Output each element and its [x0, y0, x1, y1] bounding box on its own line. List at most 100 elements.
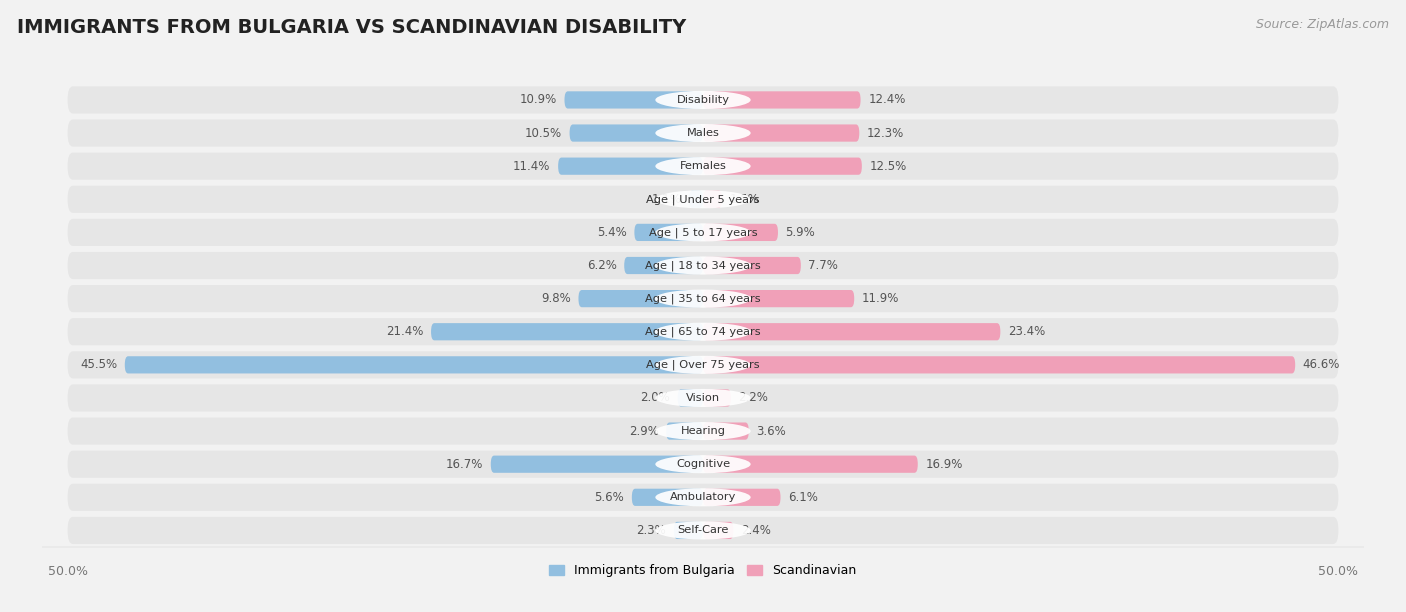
Text: 21.4%: 21.4% [387, 325, 423, 338]
FancyBboxPatch shape [703, 323, 1001, 340]
Ellipse shape [655, 91, 751, 109]
Text: Self-Care: Self-Care [678, 526, 728, 536]
Ellipse shape [655, 356, 751, 374]
Text: 12.3%: 12.3% [868, 127, 904, 140]
Text: Age | 35 to 64 years: Age | 35 to 64 years [645, 293, 761, 304]
FancyBboxPatch shape [703, 191, 723, 208]
Text: Age | 18 to 34 years: Age | 18 to 34 years [645, 260, 761, 271]
FancyBboxPatch shape [67, 450, 1339, 478]
Text: 46.6%: 46.6% [1303, 359, 1340, 371]
FancyBboxPatch shape [578, 290, 703, 307]
FancyBboxPatch shape [67, 318, 1339, 345]
FancyBboxPatch shape [703, 257, 801, 274]
Text: 11.9%: 11.9% [862, 292, 900, 305]
FancyBboxPatch shape [689, 191, 703, 208]
Text: 9.8%: 9.8% [541, 292, 571, 305]
Legend: Immigrants from Bulgaria, Scandinavian: Immigrants from Bulgaria, Scandinavian [544, 559, 862, 582]
Ellipse shape [655, 256, 751, 275]
FancyBboxPatch shape [67, 483, 1339, 511]
FancyBboxPatch shape [703, 489, 780, 506]
Text: Age | 65 to 74 years: Age | 65 to 74 years [645, 326, 761, 337]
Ellipse shape [655, 455, 751, 473]
Text: 5.6%: 5.6% [595, 491, 624, 504]
Text: 2.0%: 2.0% [640, 392, 669, 405]
FancyBboxPatch shape [631, 489, 703, 506]
Ellipse shape [655, 488, 751, 506]
Text: 7.7%: 7.7% [808, 259, 838, 272]
Text: 12.4%: 12.4% [868, 94, 905, 106]
Text: Males: Males [686, 128, 720, 138]
FancyBboxPatch shape [666, 422, 703, 439]
FancyBboxPatch shape [703, 455, 918, 473]
Text: IMMIGRANTS FROM BULGARIA VS SCANDINAVIAN DISABILITY: IMMIGRANTS FROM BULGARIA VS SCANDINAVIAN… [17, 18, 686, 37]
Text: 1.1%: 1.1% [651, 193, 682, 206]
Text: Vision: Vision [686, 393, 720, 403]
FancyBboxPatch shape [67, 86, 1339, 113]
Text: 6.1%: 6.1% [789, 491, 818, 504]
Text: 5.4%: 5.4% [598, 226, 627, 239]
FancyBboxPatch shape [491, 455, 703, 473]
Ellipse shape [655, 124, 751, 142]
FancyBboxPatch shape [67, 517, 1339, 544]
Text: 2.4%: 2.4% [741, 524, 770, 537]
Ellipse shape [655, 223, 751, 241]
Ellipse shape [655, 157, 751, 175]
FancyBboxPatch shape [703, 389, 731, 406]
Text: 11.4%: 11.4% [513, 160, 551, 173]
FancyBboxPatch shape [564, 91, 703, 108]
Text: 10.9%: 10.9% [520, 94, 557, 106]
FancyBboxPatch shape [703, 356, 1295, 373]
FancyBboxPatch shape [67, 219, 1339, 246]
FancyBboxPatch shape [67, 285, 1339, 312]
Text: 1.5%: 1.5% [730, 193, 759, 206]
Text: 23.4%: 23.4% [1008, 325, 1045, 338]
FancyBboxPatch shape [67, 384, 1339, 411]
FancyBboxPatch shape [67, 119, 1339, 147]
FancyBboxPatch shape [67, 185, 1339, 213]
FancyBboxPatch shape [703, 290, 855, 307]
Ellipse shape [655, 521, 751, 539]
Text: 10.5%: 10.5% [524, 127, 562, 140]
FancyBboxPatch shape [558, 157, 703, 175]
Text: Hearing: Hearing [681, 426, 725, 436]
Ellipse shape [655, 289, 751, 308]
FancyBboxPatch shape [67, 252, 1339, 279]
FancyBboxPatch shape [703, 124, 859, 141]
Ellipse shape [655, 323, 751, 341]
FancyBboxPatch shape [703, 224, 778, 241]
Text: Age | 5 to 17 years: Age | 5 to 17 years [648, 227, 758, 237]
Text: 12.5%: 12.5% [869, 160, 907, 173]
Text: Age | Under 5 years: Age | Under 5 years [647, 194, 759, 204]
FancyBboxPatch shape [703, 91, 860, 108]
Text: Source: ZipAtlas.com: Source: ZipAtlas.com [1256, 18, 1389, 31]
FancyBboxPatch shape [569, 124, 703, 141]
FancyBboxPatch shape [703, 157, 862, 175]
Text: 2.2%: 2.2% [738, 392, 769, 405]
Text: 3.6%: 3.6% [756, 425, 786, 438]
FancyBboxPatch shape [703, 522, 734, 539]
Text: 2.9%: 2.9% [628, 425, 658, 438]
FancyBboxPatch shape [67, 417, 1339, 445]
FancyBboxPatch shape [634, 224, 703, 241]
Ellipse shape [655, 190, 751, 208]
Text: 6.2%: 6.2% [586, 259, 617, 272]
Ellipse shape [655, 422, 751, 440]
Text: Females: Females [679, 161, 727, 171]
FancyBboxPatch shape [673, 522, 703, 539]
Text: 2.3%: 2.3% [637, 524, 666, 537]
Text: 16.9%: 16.9% [925, 458, 963, 471]
Text: Cognitive: Cognitive [676, 459, 730, 469]
Text: 16.7%: 16.7% [446, 458, 484, 471]
FancyBboxPatch shape [624, 257, 703, 274]
FancyBboxPatch shape [678, 389, 703, 406]
FancyBboxPatch shape [703, 422, 749, 439]
Text: Age | Over 75 years: Age | Over 75 years [647, 360, 759, 370]
FancyBboxPatch shape [67, 351, 1339, 378]
Text: 5.9%: 5.9% [786, 226, 815, 239]
FancyBboxPatch shape [67, 152, 1339, 180]
Text: 45.5%: 45.5% [80, 359, 117, 371]
Text: Disability: Disability [676, 95, 730, 105]
Ellipse shape [655, 389, 751, 407]
FancyBboxPatch shape [125, 356, 703, 373]
Text: Ambulatory: Ambulatory [669, 492, 737, 502]
